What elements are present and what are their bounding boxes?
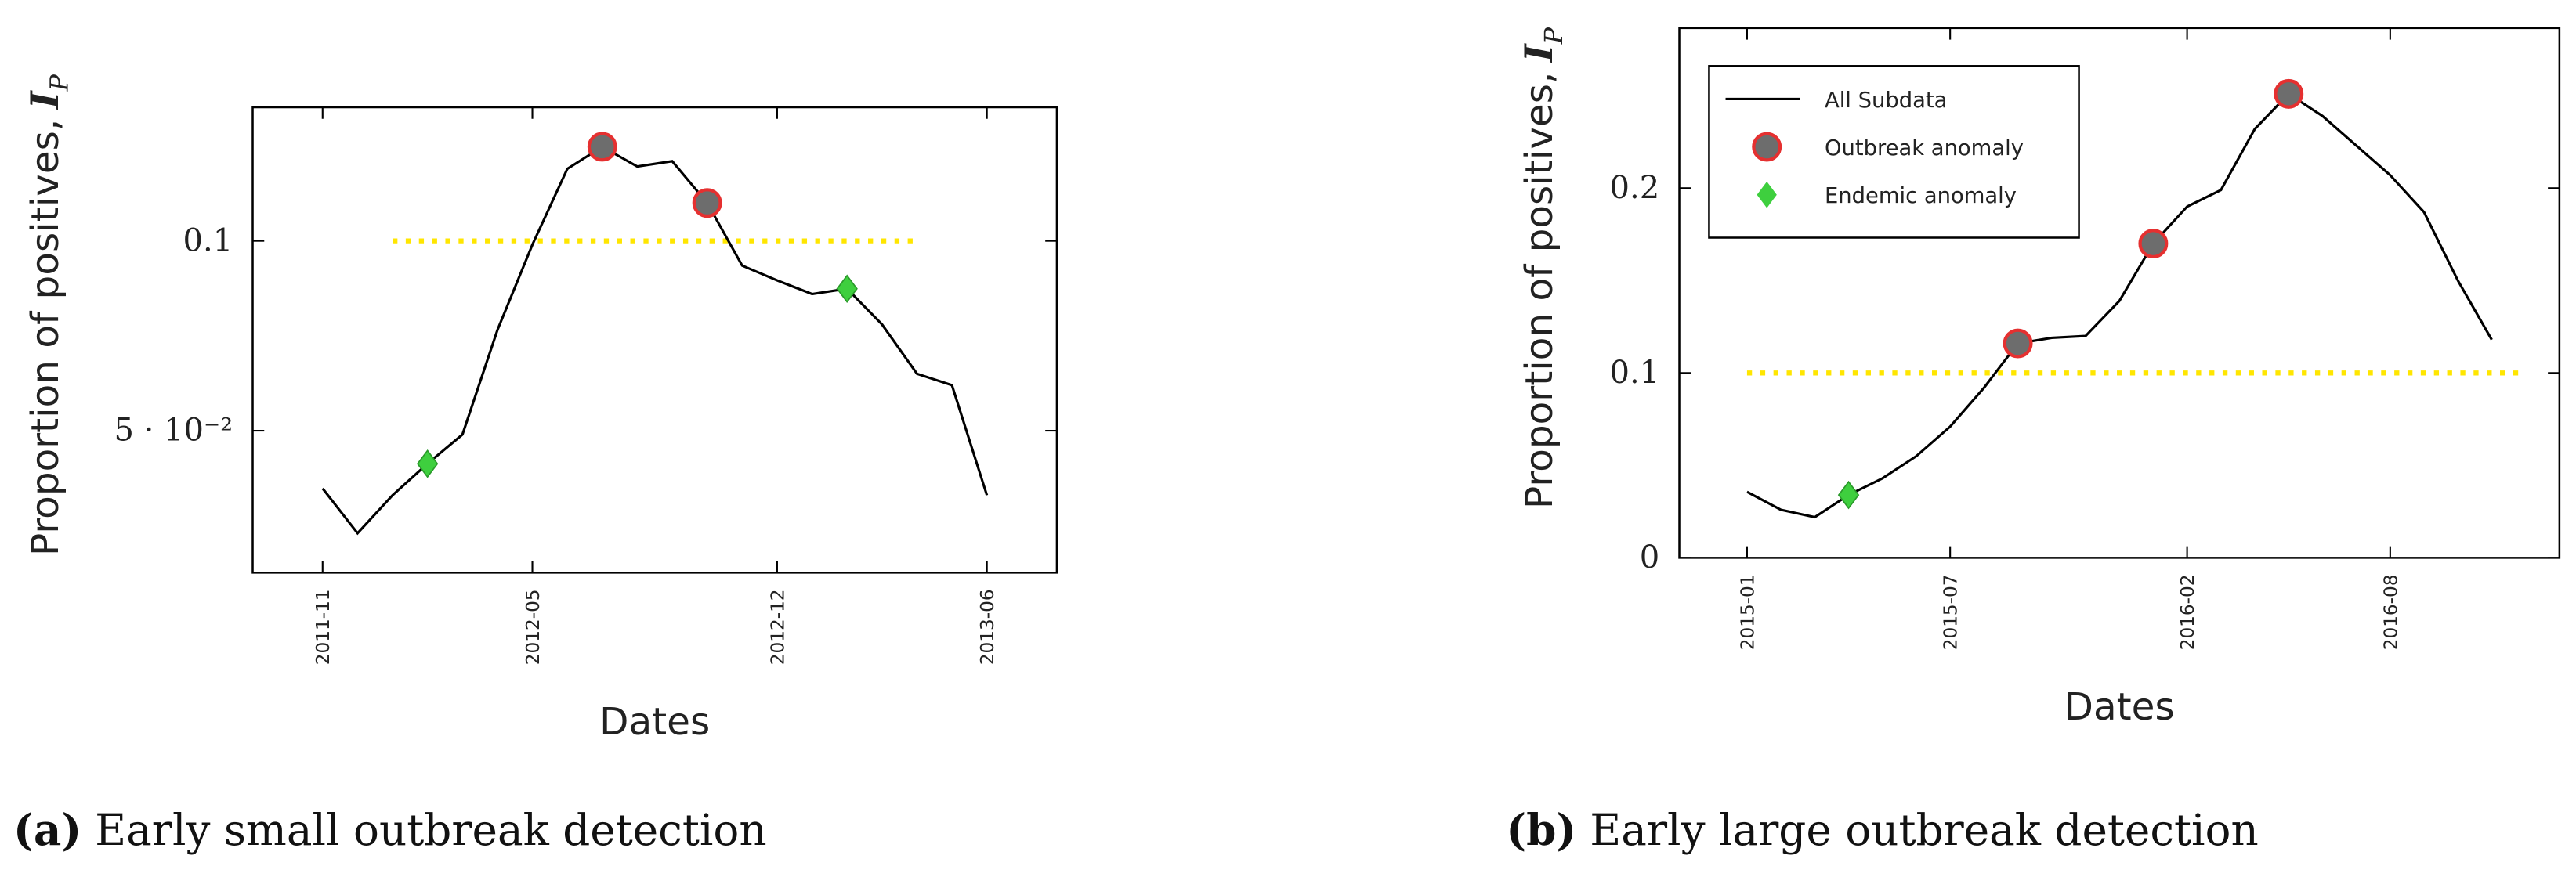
y-axis-label: Proportion of positives, IP	[1517, 27, 1568, 509]
data-line	[1746, 92, 2493, 519]
y-tick-label: 0.1	[1610, 355, 1660, 391]
outbreak-marker	[692, 188, 722, 218]
caption: (a) Early small outbreak detection	[13, 805, 767, 855]
y-label-subscript: P	[45, 74, 74, 92]
legend-marker	[1752, 132, 1782, 162]
chart: 0 0.1 0.2 2015-01 2015-07 2016-02 2016-08 All S…	[1506, 27, 2561, 855]
caption-tag: (b)	[1506, 805, 1576, 855]
legend-label: Outbreak anomaly	[1825, 136, 2024, 161]
caption: (b) Early large outbreak detection	[1506, 805, 2259, 855]
x-tick-label: 2012-12	[767, 589, 788, 665]
legend-marker	[1757, 181, 1777, 208]
endemic-marker	[836, 274, 858, 303]
x-tick-label: 2013-06	[977, 589, 998, 665]
y-tick-label: 0.2	[1610, 170, 1660, 206]
y-label-symbol: I	[23, 90, 67, 110]
plot-frame	[251, 106, 1058, 574]
y-label-subscript: P	[1540, 27, 1568, 45]
y-label-symbol: I	[1517, 43, 1561, 63]
data-line	[321, 145, 989, 536]
x-tick-label: 2011-11	[313, 589, 334, 665]
caption-text: Early large outbreak detection	[1590, 805, 2259, 855]
legend-label: All Subdata	[1825, 88, 1947, 113]
x-tick-label: 2016-08	[2380, 574, 2401, 650]
outbreak-marker	[2138, 229, 2169, 259]
caption-text: Early small outbreak detection	[95, 805, 767, 855]
caption-tag: (a)	[13, 805, 81, 855]
x-axis-label: Dates	[2064, 685, 2175, 729]
outbreak-marker	[2003, 328, 2033, 359]
y-axis-label: Proportion of positives, IP	[23, 74, 74, 556]
y-tick-label: 0.1	[183, 222, 233, 258]
x-tick-label: 2012-05	[523, 589, 544, 665]
endemic-marker	[416, 449, 439, 478]
x-tick-label: 2016-02	[2177, 574, 2198, 650]
y-label-text: Proportion of positives,	[1518, 72, 1561, 509]
y-tick-label: 0	[1640, 540, 1659, 576]
x-tick-label: 2015-07	[1941, 574, 1962, 650]
x-axis-label: Dates	[599, 700, 710, 744]
outbreak-marker	[2274, 78, 2304, 109]
chart: 5 · 10⁻² 0.1 2011-11 2012-05 2012-12 2013-06 D…	[13, 74, 1058, 855]
outbreak-marker	[587, 132, 617, 162]
y-label-text: Proportion of positives,	[24, 119, 67, 556]
plot-frame	[1678, 27, 2561, 559]
endemic-marker	[1837, 480, 1860, 510]
x-tick-label: 2015-01	[1737, 574, 1758, 650]
legend-label: Endemic anomaly	[1825, 184, 2017, 208]
y-tick-label: 5 · 10⁻²	[114, 413, 233, 449]
